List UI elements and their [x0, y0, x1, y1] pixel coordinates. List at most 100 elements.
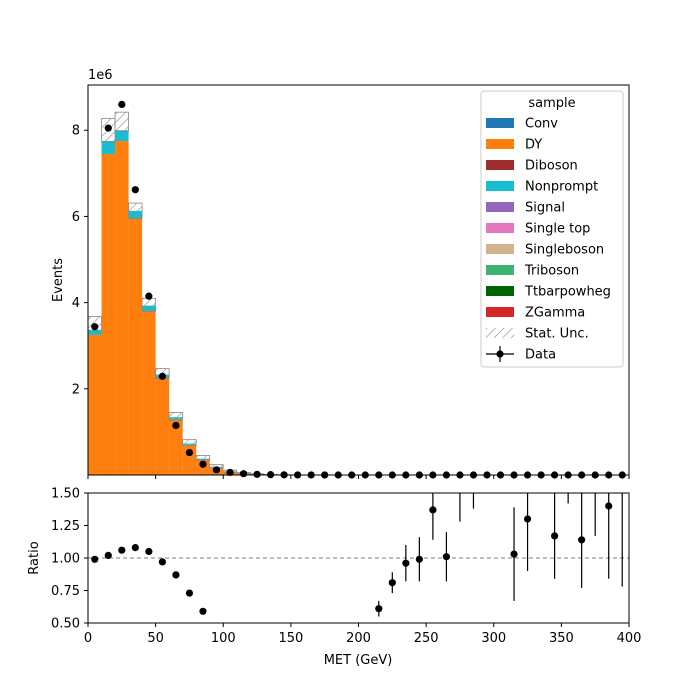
ratio-x-tick-label-1: 50 [147, 631, 164, 646]
legend-title: sample [528, 96, 575, 111]
ratio-point-18 [523, 515, 532, 523]
data-point-4 [145, 292, 153, 300]
legend-label-conv: Conv [525, 117, 558, 132]
main-y-tick-label-1: 4 [72, 296, 80, 311]
y-scale-label: 1e6 [88, 68, 113, 83]
legend-swatch-dy [486, 139, 514, 149]
data-point-12 [253, 470, 261, 478]
main-y-tick-label-2: 6 [72, 210, 80, 225]
ratio-y-axis-label: Ratio [27, 541, 42, 574]
ratio-y-tick-label-0: 0.50 [51, 617, 80, 632]
legend-swatch-zgamma [486, 307, 514, 317]
bar-dy-1 [101, 153, 116, 475]
legend-label-dy: DY [525, 138, 542, 153]
bar-dy-4 [142, 311, 156, 475]
ratio-x-tick-label-4: 200 [346, 631, 371, 646]
main-panel: 2 4 6 8 1e6 Events [51, 68, 630, 479]
stat-unc-band-4 [141, 297, 157, 312]
legend-label-triboson: Triboson [524, 264, 579, 279]
stat-unc-band-7 [182, 439, 197, 447]
data-point-9 [212, 466, 221, 474]
ratio-point-11 [402, 559, 410, 567]
ratio-point-10 [388, 579, 396, 587]
bar-nonprompt-0 [88, 329, 102, 335]
bar-dy-6 [169, 419, 183, 475]
bar-dy-5 [155, 378, 170, 475]
ratio-panel: 0.50 0.75 1.00 1.25 1.50 0 50 100 150 200 250 300 3… [27, 487, 642, 669]
x-axis-label: MET (GeV) [324, 653, 393, 668]
stat-unc-band-3 [128, 202, 143, 219]
legend-label-singleboson: Singleboson [525, 243, 604, 258]
legend-swatch-conv [486, 118, 514, 128]
ratio-axes-frame [87, 492, 630, 624]
data-point-6 [172, 421, 180, 430]
legend-label-stat-unc-: Stat. Unc. [525, 327, 589, 342]
ratio-point-14 [442, 553, 451, 561]
ratio-x-tick-label-5: 250 [414, 631, 439, 646]
ratio-point-17 [510, 550, 518, 558]
data-point-3 [131, 186, 139, 194]
main-y-tick-label-0: 2 [72, 382, 80, 397]
legend-label-zgamma: ZGamma [525, 306, 585, 321]
ratio-x-tick-label-0: 0 [84, 631, 92, 646]
ratio-point-23 [605, 502, 613, 510]
ratio-point-21 [578, 536, 586, 544]
ratio-y-tick-label-2: 1.00 [51, 552, 80, 567]
legend-swatch-data [496, 350, 504, 358]
data-point-2 [118, 100, 126, 108]
data-point-8 [199, 460, 207, 468]
bar-nonprompt-1 [101, 141, 116, 154]
legend: sample Conv DY Diboson Nonprompt Signal Singl… [480, 90, 624, 368]
ratio-point-6 [172, 571, 180, 579]
stat-unc-band-8 [195, 454, 211, 461]
ratio-point-12 [415, 555, 423, 563]
legend-label-single-top: Single top [525, 222, 590, 237]
ratio-x-tick-label-8: 400 [617, 631, 642, 646]
ratio-point-19 [551, 532, 559, 540]
ratio-x-tick-label-6: 300 [481, 631, 506, 646]
ratio-point-2 [118, 546, 126, 554]
ratio-x-tick-label-2: 100 [211, 631, 236, 646]
legend-label-ttbarpowheg: Ttbarpowheg [524, 285, 611, 300]
stacked-histogram [88, 130, 318, 475]
bar-dy-2 [115, 141, 129, 475]
data-point-11 [239, 470, 248, 478]
legend-label-diboson: Diboson [525, 159, 578, 174]
legend-swatch-single-top [486, 223, 514, 233]
legend-swatch-ttbarpowheg [486, 286, 514, 296]
data-point-10 [226, 468, 234, 477]
ratio-point-4 [145, 547, 153, 556]
ratio-point-1 [104, 551, 112, 560]
ratio-y-tick-label-1: 0.75 [51, 584, 80, 599]
bar-nonprompt-2 [115, 130, 129, 142]
legend-label-data: Data [525, 348, 556, 363]
bar-dy-3 [128, 218, 143, 475]
stat-unc-band-6 [168, 412, 184, 421]
ratio-y-tick-label-3: 1.25 [51, 519, 80, 534]
data-point-5 [158, 372, 166, 380]
main-x-ticks [87, 475, 630, 479]
main-y-axis-label: Events [51, 258, 66, 302]
legend-label-nonprompt: Nonprompt [525, 180, 598, 195]
main-y-ticks: 2 4 6 8 [72, 124, 88, 397]
legend-swatch-signal [486, 202, 514, 212]
legend-label-signal: Signal [525, 201, 565, 216]
stat-unc-band-2 [114, 111, 129, 132]
data-point-7 [185, 448, 194, 457]
ratio-points [91, 493, 623, 617]
main-y-tick-label-3: 8 [72, 124, 80, 139]
ratio-point-9 [375, 605, 383, 613]
ratio-point-13 [429, 506, 437, 514]
ratio-x-ticks: 0 50 100 150 200 250 300 350 400 [84, 623, 642, 646]
ratio-point-7 [185, 589, 194, 597]
ratio-point-5 [158, 558, 166, 566]
ratio-y-ticks: 0.50 0.75 1.00 1.25 1.50 [51, 487, 88, 632]
data-point-0 [91, 323, 99, 331]
legend-box [480, 90, 624, 368]
ratio-point-3 [131, 544, 139, 552]
ratio-point-0 [91, 555, 99, 563]
legend-swatch-triboson [486, 265, 514, 275]
legend-swatch-diboson [486, 160, 514, 170]
data-point-1 [104, 124, 112, 132]
